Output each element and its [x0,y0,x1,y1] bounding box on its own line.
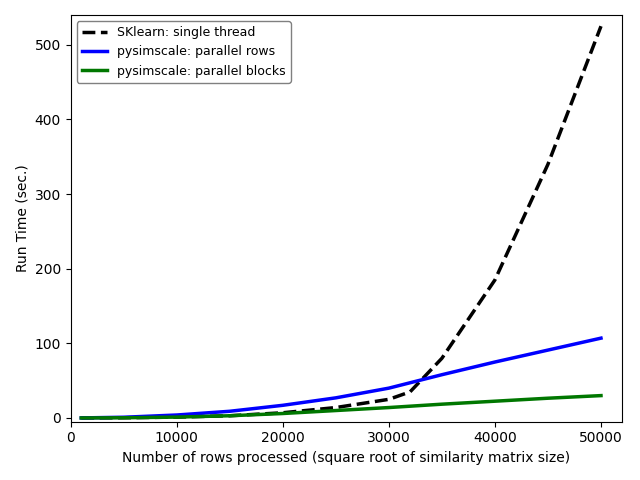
Line: pysimscale: parallel rows: pysimscale: parallel rows [81,338,601,418]
Y-axis label: Run Time (sec.): Run Time (sec.) [15,165,29,272]
pysimscale: parallel blocks: (5e+03, 0.3): parallel blocks: (5e+03, 0.3) [120,415,127,420]
X-axis label: Number of rows processed (square root of similarity matrix size): Number of rows processed (square root of… [122,451,570,465]
pysimscale: parallel rows: (5e+04, 107): parallel rows: (5e+04, 107) [597,335,605,341]
SKlearn: single thread: (1.5e+04, 3): single thread: (1.5e+04, 3) [226,413,234,419]
Line: SKlearn: single thread: SKlearn: single thread [81,26,601,418]
SKlearn: single thread: (2e+04, 7): single thread: (2e+04, 7) [279,410,287,416]
pysimscale: parallel rows: (1e+04, 4): parallel rows: (1e+04, 4) [173,412,180,418]
pysimscale: parallel rows: (4e+04, 75): parallel rows: (4e+04, 75) [491,359,499,365]
pysimscale: parallel rows: (2.5e+04, 27): parallel rows: (2.5e+04, 27) [332,395,340,401]
SKlearn: single thread: (5e+04, 525): single thread: (5e+04, 525) [597,24,605,29]
pysimscale: parallel blocks: (2e+04, 6): parallel blocks: (2e+04, 6) [279,410,287,416]
SKlearn: single thread: (5e+03, 0.3): single thread: (5e+03, 0.3) [120,415,127,420]
pysimscale: parallel blocks: (4.5e+04, 26.5): parallel blocks: (4.5e+04, 26.5) [544,396,552,401]
pysimscale: parallel blocks: (3e+04, 14): parallel blocks: (3e+04, 14) [385,405,393,410]
pysimscale: parallel blocks: (1.5e+04, 3): parallel blocks: (1.5e+04, 3) [226,413,234,419]
pysimscale: parallel blocks: (4e+04, 22.5): parallel blocks: (4e+04, 22.5) [491,398,499,404]
Line: pysimscale: parallel blocks: pysimscale: parallel blocks [81,396,601,418]
pysimscale: parallel rows: (3.5e+04, 58): parallel rows: (3.5e+04, 58) [438,372,445,378]
pysimscale: parallel rows: (4.5e+04, 91): parallel rows: (4.5e+04, 91) [544,347,552,353]
pysimscale: parallel blocks: (3.5e+04, 18.5): parallel blocks: (3.5e+04, 18.5) [438,401,445,407]
pysimscale: parallel rows: (2e+04, 17): parallel rows: (2e+04, 17) [279,402,287,408]
pysimscale: parallel blocks: (1e+04, 1.2): parallel blocks: (1e+04, 1.2) [173,414,180,420]
SKlearn: single thread: (3e+04, 25): single thread: (3e+04, 25) [385,396,393,402]
Legend: SKlearn: single thread, pysimscale: parallel rows, pysimscale: parallel blocks: SKlearn: single thread, pysimscale: para… [77,21,291,83]
pysimscale: parallel rows: (3e+04, 40): parallel rows: (3e+04, 40) [385,385,393,391]
pysimscale: parallel rows: (1e+03, 0.1): parallel rows: (1e+03, 0.1) [77,415,85,421]
SKlearn: single thread: (1e+03, 0.02): single thread: (1e+03, 0.02) [77,415,85,421]
pysimscale: parallel rows: (1.5e+04, 9): parallel rows: (1.5e+04, 9) [226,408,234,414]
pysimscale: parallel blocks: (1e+03, 0.05): parallel blocks: (1e+03, 0.05) [77,415,85,421]
SKlearn: single thread: (3.5e+04, 80): single thread: (3.5e+04, 80) [438,355,445,361]
SKlearn: single thread: (4.5e+04, 340): single thread: (4.5e+04, 340) [544,161,552,167]
pysimscale: parallel blocks: (5e+04, 30): parallel blocks: (5e+04, 30) [597,393,605,398]
pysimscale: parallel rows: (5e+03, 1): parallel rows: (5e+03, 1) [120,414,127,420]
pysimscale: parallel blocks: (2.5e+04, 10): parallel blocks: (2.5e+04, 10) [332,408,340,413]
SKlearn: single thread: (1e+04, 1.2): single thread: (1e+04, 1.2) [173,414,180,420]
SKlearn: single thread: (2.5e+04, 14): single thread: (2.5e+04, 14) [332,405,340,410]
SKlearn: single thread: (3.2e+04, 35): single thread: (3.2e+04, 35) [406,389,414,395]
SKlearn: single thread: (4e+04, 185): single thread: (4e+04, 185) [491,277,499,283]
